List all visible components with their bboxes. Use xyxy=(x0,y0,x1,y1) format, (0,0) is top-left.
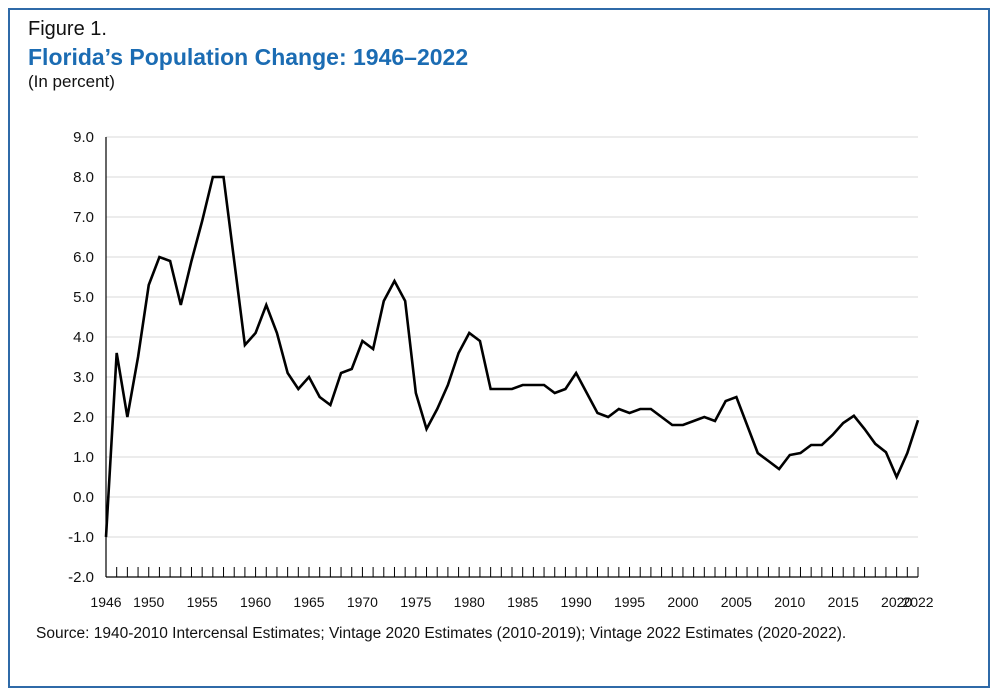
x-tick-label: 1980 xyxy=(454,594,485,610)
chart-title: Florida’s Population Change: 1946–2022 xyxy=(28,44,469,70)
series-line xyxy=(104,175,920,538)
figure-label: Figure 1. xyxy=(28,18,107,40)
y-tick-label: 0.0 xyxy=(73,489,94,506)
x-tick-labels: 1946 1950 1955 1960 1965 1970 1975 1980 1985 1990… xyxy=(90,594,933,610)
y-tick-label: 1.0 xyxy=(73,449,94,466)
x-tick-label: 2020 xyxy=(881,594,912,610)
y-tick-label: 7.0 xyxy=(73,209,94,226)
source-note: Source: 1940-2010 Intercensal Estimates;… xyxy=(36,625,847,642)
y-tick-label: -2.0 xyxy=(68,569,94,586)
figure-frame xyxy=(8,8,990,688)
chart-subtitle: (In percent) xyxy=(28,72,115,91)
x-tick-label: 1970 xyxy=(347,594,378,610)
y-tick-label: 6.0 xyxy=(73,249,94,266)
x-tick-label: 2005 xyxy=(721,594,752,610)
x-tick-label: 1990 xyxy=(561,594,592,610)
x-tick-label: 1950 xyxy=(133,594,164,610)
x-tick-label: 2022 xyxy=(902,594,933,610)
x-tick-label: 2010 xyxy=(774,594,805,610)
x-tick-label: 1946 xyxy=(90,594,121,610)
x-tick-label: 1995 xyxy=(614,594,645,610)
gridlines xyxy=(106,136,918,538)
x-tick-label: 1965 xyxy=(293,594,324,610)
x-tick-label: 2000 xyxy=(667,594,698,610)
y-tick-label: -1.0 xyxy=(68,529,94,546)
x-tick-label: 2015 xyxy=(828,594,859,610)
y-tick-label: 4.0 xyxy=(73,329,94,346)
y-tick-label: 9.0 xyxy=(73,129,94,146)
series-layer xyxy=(104,175,920,538)
x-tick-label: 1985 xyxy=(507,594,538,610)
y-tick-labels: 9.0 8.0 7.0 6.0 5.0 4.0 3.0 2.0 1.0 0.0 -1.0 -2.0 xyxy=(68,129,94,586)
y-tick-label: 8.0 xyxy=(73,169,94,186)
x-tick-label: 1960 xyxy=(240,594,271,610)
y-tick-label: 2.0 xyxy=(73,409,94,426)
x-tick-label: 1955 xyxy=(187,594,218,610)
y-tick-label: 5.0 xyxy=(73,289,94,306)
x-tick-label: 1975 xyxy=(400,594,431,610)
y-tick-label: 3.0 xyxy=(73,369,94,386)
axes xyxy=(105,137,919,578)
